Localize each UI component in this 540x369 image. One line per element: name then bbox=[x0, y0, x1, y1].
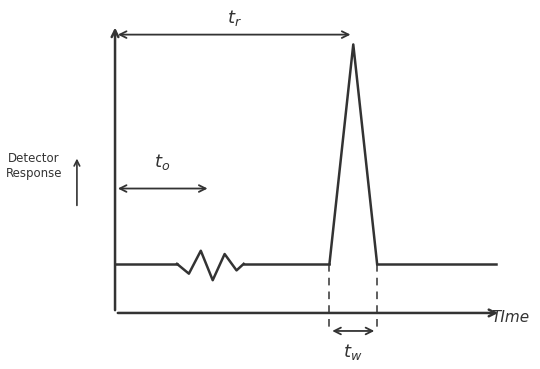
Text: t$_o$: t$_o$ bbox=[154, 152, 171, 172]
Text: t$_w$: t$_w$ bbox=[343, 342, 363, 362]
Text: TIme: TIme bbox=[491, 310, 530, 325]
Text: t$_r$: t$_r$ bbox=[227, 8, 242, 28]
Text: Detector
Response: Detector Response bbox=[6, 152, 62, 180]
